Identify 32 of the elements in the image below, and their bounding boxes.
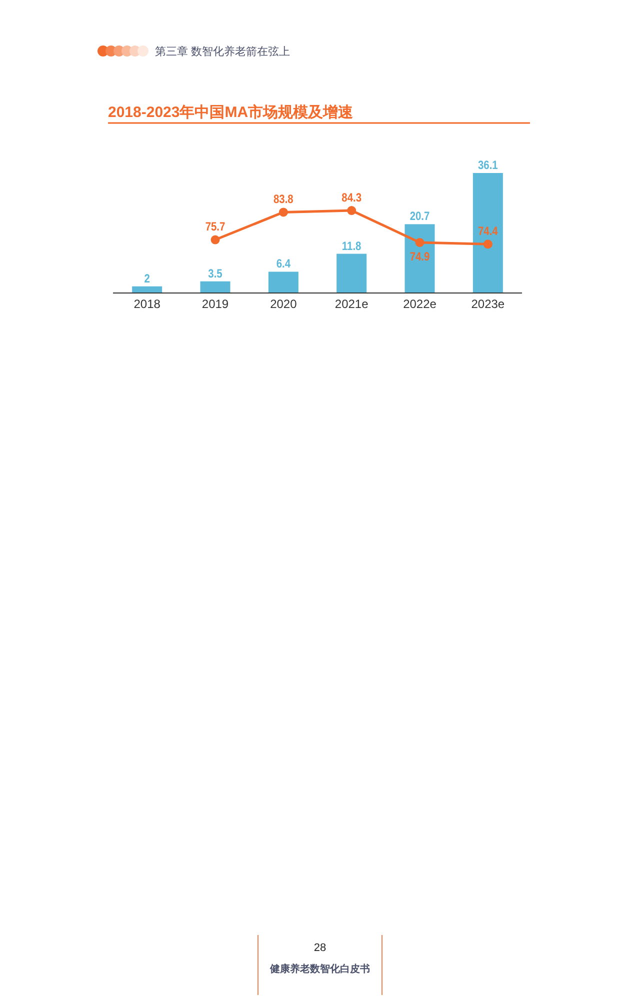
bar bbox=[132, 286, 162, 293]
point bbox=[278, 208, 288, 217]
point bbox=[415, 238, 424, 247]
data-label: 6.4 bbox=[276, 258, 292, 271]
data-label: 11.8 bbox=[342, 240, 362, 254]
data-label: 84.3 bbox=[342, 192, 362, 205]
point bbox=[210, 235, 220, 244]
x-tick-label: 2018 bbox=[134, 297, 161, 311]
chart-title: 2018-2023年中国MA市场规模及增速 bbox=[108, 103, 354, 121]
data-label: 74.4 bbox=[478, 225, 499, 238]
text: 第三章 数智化养老箭在弦上 bbox=[155, 45, 290, 58]
point bbox=[483, 240, 492, 249]
data-label: 2 bbox=[144, 272, 150, 286]
bar bbox=[200, 281, 230, 293]
bar bbox=[336, 254, 367, 293]
data-label: 75.7 bbox=[205, 221, 226, 234]
x-tick-label: 2019 bbox=[202, 297, 229, 311]
x-tick-label: 2022e bbox=[403, 297, 437, 311]
text: 健康养老数智化白皮书 bbox=[269, 963, 370, 975]
data-label: 83.8 bbox=[274, 194, 294, 206]
data-label: 74.9 bbox=[410, 250, 430, 264]
data-label: 36.1 bbox=[478, 159, 498, 172]
text: 28 bbox=[314, 942, 326, 954]
bar bbox=[404, 224, 435, 293]
bar bbox=[268, 272, 298, 293]
x-tick-label: 2023e bbox=[471, 297, 505, 311]
point bbox=[347, 206, 356, 216]
bar bbox=[472, 173, 503, 293]
x-tick-label: 2020 bbox=[270, 297, 298, 311]
data-label: 3.5 bbox=[208, 268, 222, 281]
x-tick-label: 2021e bbox=[334, 297, 369, 311]
data-label: 20.7 bbox=[410, 210, 430, 224]
